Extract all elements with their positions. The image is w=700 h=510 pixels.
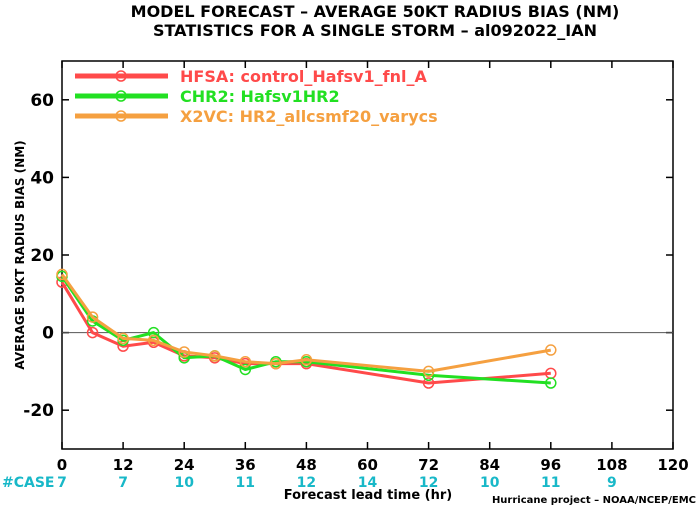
y-tick-label: 0	[42, 324, 54, 344]
x-tick-label: 48	[296, 456, 317, 474]
legend-label-1: HFSA: control_Hafsv1_fnl_A	[180, 67, 427, 86]
case-count: 9	[607, 475, 617, 491]
x-axis: 0 12 24 36 48 60 72 84 96 108 120	[57, 61, 689, 474]
case-count: 12	[419, 475, 438, 491]
series-1-point	[86, 326, 99, 339]
x-tick-label: 84	[479, 456, 500, 474]
series-3-point	[209, 350, 221, 362]
case-count: 11	[236, 475, 255, 491]
legend-marker-1	[115, 70, 127, 82]
series-1-point	[422, 377, 435, 389]
chart-title-line2: STATISTICS FOR A SINGLE STORM – al092022…	[153, 21, 597, 40]
series-line-1	[60, 281, 551, 385]
x-tick-label: 60	[357, 456, 378, 474]
series-line-3	[60, 273, 552, 373]
series-3-point	[300, 354, 313, 366]
legend-label-2: CHR2: Hafsv1HR2	[180, 87, 340, 106]
series-3-point	[239, 355, 252, 368]
case-count: 11	[541, 475, 560, 491]
series-3-point	[56, 268, 68, 281]
case-label: #CASE	[2, 475, 55, 491]
x-tick-label: 120	[657, 456, 688, 474]
x-tick-label: 36	[235, 456, 256, 474]
x-tick-label: 108	[596, 456, 627, 474]
legend-marker-2	[115, 90, 127, 102]
case-count: 7	[118, 475, 128, 491]
y-axis-label: AVERAGE 50KT RADIUS BIAS (NM)	[13, 140, 27, 369]
chart-title-line1: MODEL FORECAST – AVERAGE 50KT RADIUS BIA…	[131, 2, 620, 21]
case-count: 10	[480, 475, 500, 491]
series-2-point	[545, 377, 557, 389]
legend-marker-3	[115, 110, 127, 122]
case-count: 7	[57, 475, 67, 491]
x-tick-label: 24	[174, 456, 195, 474]
case-count: 12	[297, 475, 316, 491]
series-3-point	[270, 357, 282, 370]
series-2-point	[239, 363, 252, 376]
series-3-point	[422, 365, 435, 378]
series-3-point	[86, 311, 99, 323]
y-tick-label: 60	[30, 91, 54, 111]
series-3-point	[147, 334, 160, 347]
case-count: 10	[174, 475, 194, 491]
x-axis-label: Forecast lead time (hr)	[284, 488, 452, 503]
credit-text: Hurricane project – NOAA/NCEP/EMC	[492, 495, 696, 506]
y-tick-label: 40	[30, 168, 54, 188]
x-tick-label: 0	[57, 456, 67, 474]
x-tick-label: 72	[418, 456, 439, 474]
series-group	[56, 268, 557, 389]
x-tick-label: 12	[113, 456, 134, 474]
series-3-point	[545, 344, 557, 356]
legend-label-3: X2VC: HR2_allcsmf20_varycs	[180, 107, 438, 126]
series-2-point	[147, 326, 160, 339]
y-tick-label: 20	[30, 246, 54, 266]
x-tick-label: 96	[540, 456, 561, 474]
case-counts: #CASE 7 7 10 11 12 14 12 10 11 9	[2, 475, 617, 491]
series-3-point	[178, 346, 190, 358]
series-3-point	[117, 332, 129, 345]
y-tick-label: -20	[23, 401, 54, 421]
case-count: 14	[358, 475, 378, 491]
